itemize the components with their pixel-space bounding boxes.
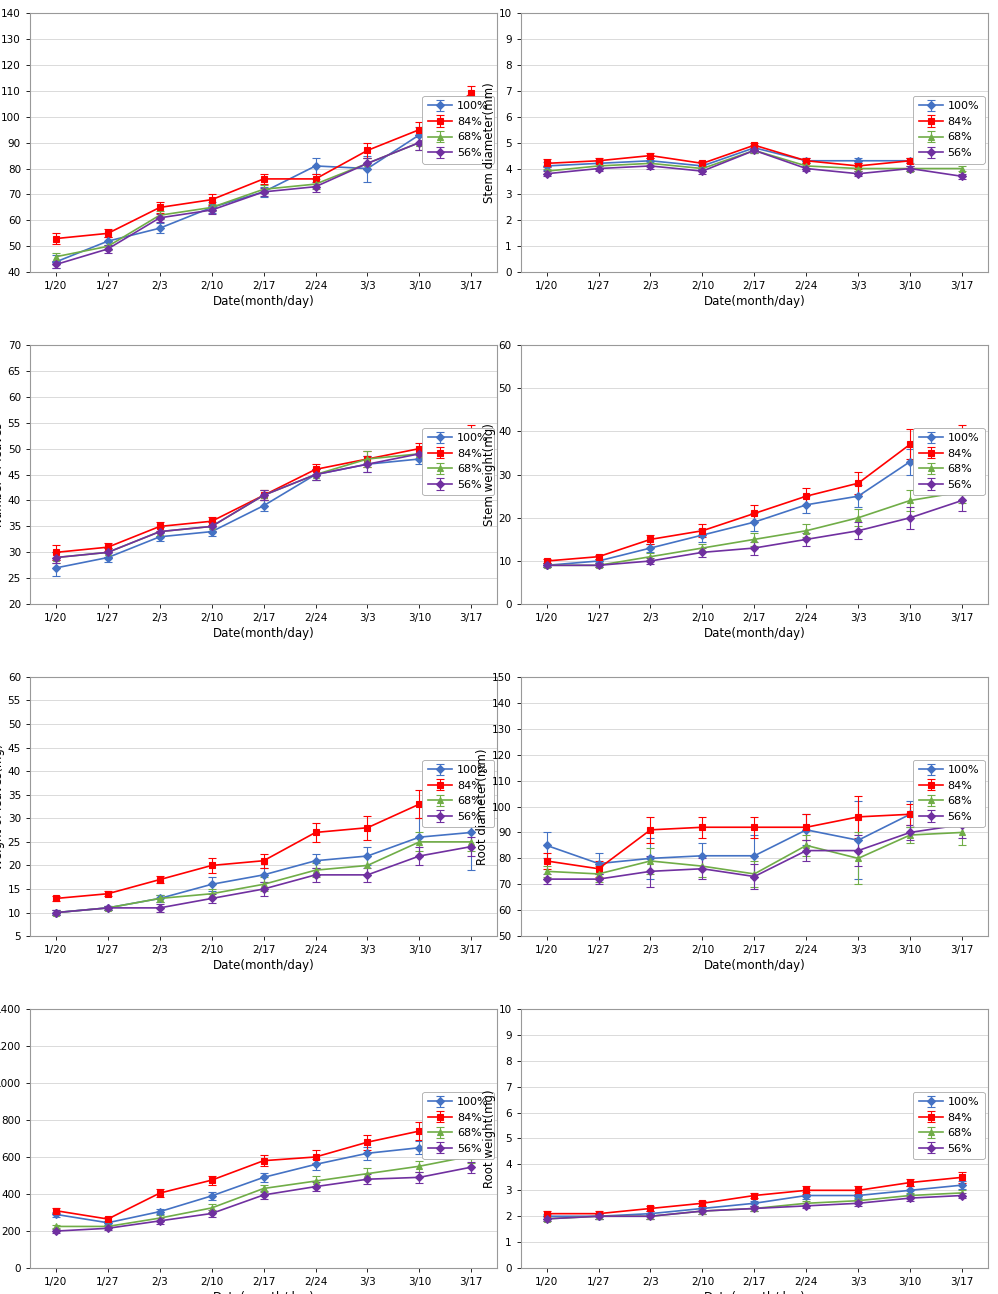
Legend: 100%, 84%, 68%, 56%: 100%, 84%, 68%, 56%	[913, 428, 985, 496]
Legend: 100%, 84%, 68%, 56%: 100%, 84%, 68%, 56%	[913, 1092, 985, 1159]
Legend: 100%, 84%, 68%, 56%: 100%, 84%, 68%, 56%	[422, 96, 494, 163]
Legend: 100%, 84%, 68%, 56%: 100%, 84%, 68%, 56%	[422, 1092, 494, 1159]
Y-axis label: Stem weight(mg): Stem weight(mg)	[483, 423, 496, 525]
X-axis label: Date(month/day): Date(month/day)	[213, 628, 314, 641]
Y-axis label: Stem diameter(mm): Stem diameter(mm)	[483, 83, 496, 203]
X-axis label: Date(month/day): Date(month/day)	[704, 295, 805, 308]
X-axis label: Date(month/day): Date(month/day)	[704, 1291, 805, 1294]
X-axis label: Date(month/day): Date(month/day)	[704, 959, 805, 972]
Y-axis label: Root weight(mg): Root weight(mg)	[483, 1090, 496, 1188]
Legend: 100%, 84%, 68%, 56%: 100%, 84%, 68%, 56%	[422, 428, 494, 496]
Legend: 100%, 84%, 68%, 56%: 100%, 84%, 68%, 56%	[913, 760, 985, 827]
Legend: 100%, 84%, 68%, 56%: 100%, 84%, 68%, 56%	[422, 760, 494, 827]
X-axis label: Date(month/day): Date(month/day)	[704, 628, 805, 641]
X-axis label: Date(month/day): Date(month/day)	[213, 1291, 314, 1294]
X-axis label: Date(month/day): Date(month/day)	[213, 295, 314, 308]
X-axis label: Date(month/day): Date(month/day)	[213, 959, 314, 972]
Y-axis label: Root diameter(mm): Root diameter(mm)	[476, 748, 489, 864]
Y-axis label: Number of leaves: Number of leaves	[0, 422, 5, 527]
Y-axis label: Weight of leaves(mg): Weight of leaves(mg)	[0, 743, 5, 870]
Legend: 100%, 84%, 68%, 56%: 100%, 84%, 68%, 56%	[913, 96, 985, 163]
